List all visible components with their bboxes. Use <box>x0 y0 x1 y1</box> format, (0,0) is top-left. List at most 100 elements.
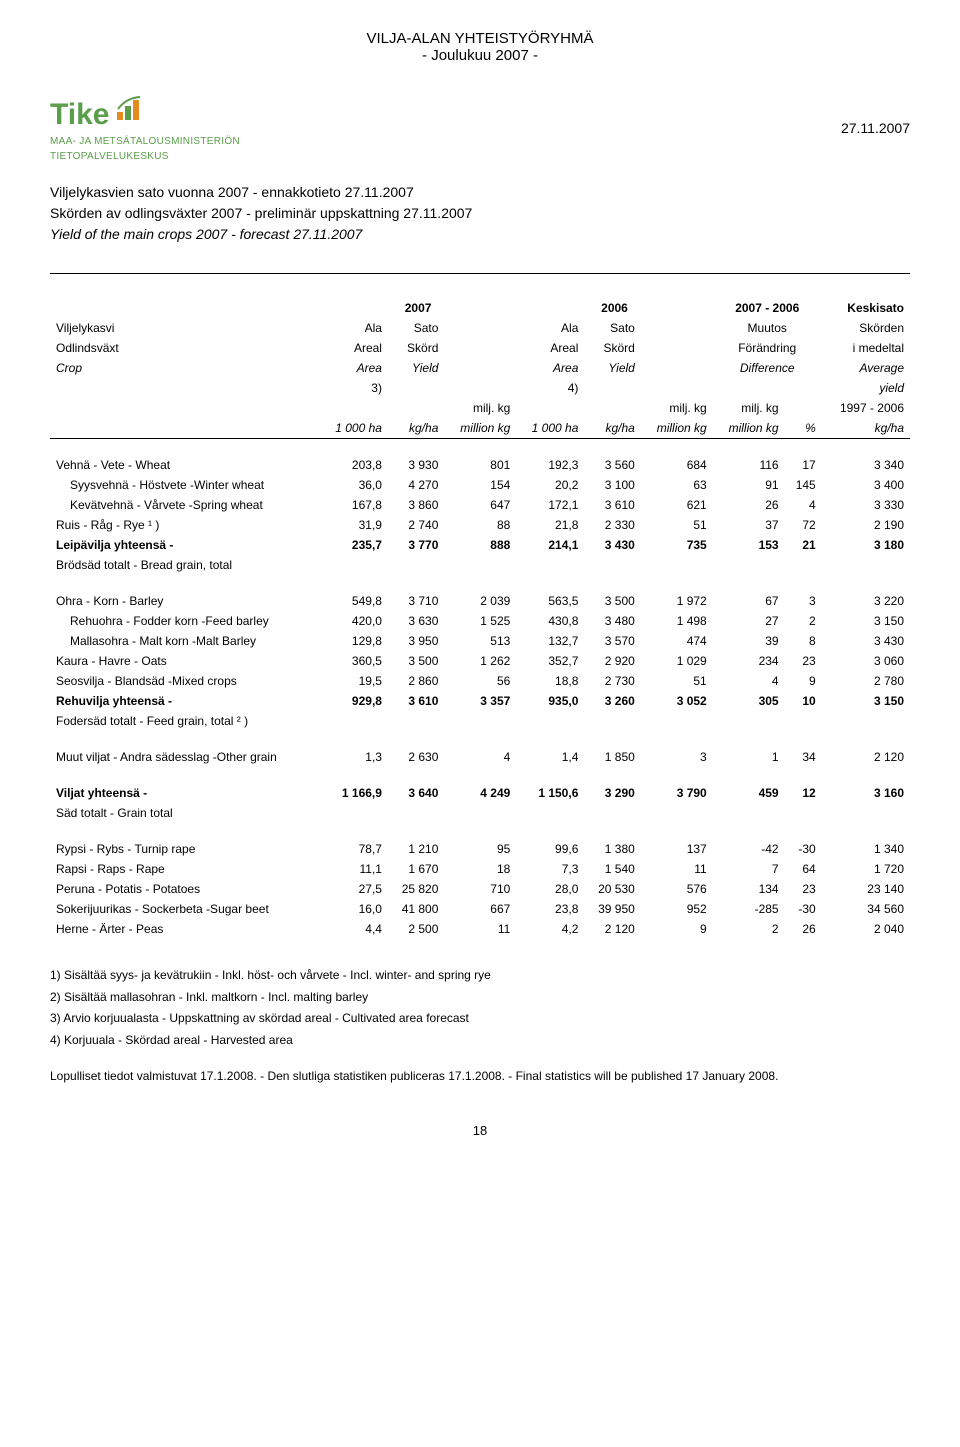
cell-value: 2 <box>785 611 822 631</box>
footnote-1: 1) Sisältää syys- ja kevätrukiin - Inkl.… <box>50 965 910 987</box>
cell-value: 10 <box>785 691 822 711</box>
logo-name: Tike <box>50 98 110 132</box>
cell-value: 4 <box>713 671 785 691</box>
cell-value: 51 <box>641 515 713 535</box>
cell-value: 3 052 <box>641 691 713 711</box>
cell-value: 37 <box>713 515 785 535</box>
cell-value: 3 560 <box>584 455 640 475</box>
cell-value: 23,8 <box>516 899 584 919</box>
cell-value: 26 <box>785 919 822 939</box>
cell-value: 1 525 <box>444 611 516 631</box>
row-label: Kevätvehnä - Vårvete -Spring wheat <box>50 495 320 515</box>
table-row: Säd totalt - Grain total <box>50 803 910 823</box>
hdr-keskisato: Keskisato <box>822 298 910 318</box>
cell-value: 735 <box>641 535 713 555</box>
hdr-millionkg-2: million kg <box>641 418 713 439</box>
table-row: Mallasohra - Malt korn -Malt Barley129,8… <box>50 631 910 651</box>
cell-value: 3 710 <box>388 591 444 611</box>
cell-value: 2 330 <box>584 515 640 535</box>
cell-value: 18,8 <box>516 671 584 691</box>
cell-value: 3 160 <box>822 783 910 803</box>
cell-value: -285 <box>713 899 785 919</box>
table-body-5: Rypsi - Rybs - Turnip rape78,71 2109599,… <box>50 839 910 939</box>
cell-value: 2 120 <box>584 919 640 939</box>
title-en: Yield of the main crops 2007 - forecast … <box>50 224 910 245</box>
table-row: Ohra - Korn - Barley549,83 7102 039563,5… <box>50 591 910 611</box>
hdr-kgha-2: kg/ha <box>584 418 640 439</box>
cell-value: 4,4 <box>320 919 388 939</box>
row-label: Rehuvilja yhteensä - <box>50 691 320 711</box>
hdr-miljkg-2: milj. kg <box>641 398 713 418</box>
title-sv: Skörden av odlingsväxter 2007 - prelimin… <box>50 203 910 224</box>
cell-value: 305 <box>713 691 785 711</box>
cell-value: 16,0 <box>320 899 388 919</box>
cell-value: 172,1 <box>516 495 584 515</box>
cell-value <box>713 803 785 823</box>
row-label: Kaura - Havre - Oats <box>50 651 320 671</box>
page-number: 18 <box>50 1123 910 1138</box>
cell-value: 474 <box>641 631 713 651</box>
cell-value: 9 <box>785 671 822 691</box>
cell-value: 2 740 <box>388 515 444 535</box>
cell-value: 19,5 <box>320 671 388 691</box>
cell-value: -42 <box>713 839 785 859</box>
cell-value: 214,1 <box>516 535 584 555</box>
table-row: Seosvilja - Blandsäd -Mixed crops19,52 8… <box>50 671 910 691</box>
hdr-2007: 2007 <box>320 298 516 318</box>
cell-value: 11,1 <box>320 859 388 879</box>
row-label: Rypsi - Rybs - Turnip rape <box>50 839 320 859</box>
cell-value: 192,3 <box>516 455 584 475</box>
cell-value <box>822 803 910 823</box>
cell-value: 3 860 <box>388 495 444 515</box>
cell-value: 72 <box>785 515 822 535</box>
cell-value <box>320 711 388 731</box>
cell-value: 145 <box>785 475 822 495</box>
cell-value <box>641 555 713 575</box>
cell-value: 3 400 <box>822 475 910 495</box>
cell-value: 929,8 <box>320 691 388 711</box>
cell-value: 2 920 <box>584 651 640 671</box>
cell-value: 27,5 <box>320 879 388 899</box>
cell-value <box>388 803 444 823</box>
cell-value: 234 <box>713 651 785 671</box>
hdr-kgha-1: kg/ha <box>388 418 444 439</box>
table-body-1: Vehnä - Vete - Wheat203,83 930801192,33 … <box>50 455 910 575</box>
table-row: Muut viljat - Andra sädesslag -Other gra… <box>50 747 910 767</box>
cell-value <box>713 711 785 731</box>
cell-value: 129,8 <box>320 631 388 651</box>
cell-value: 1 540 <box>584 859 640 879</box>
cell-value: 9 <box>641 919 713 939</box>
table-row: Vehnä - Vete - Wheat203,83 930801192,33 … <box>50 455 910 475</box>
cell-value: 3 930 <box>388 455 444 475</box>
cell-value: 18 <box>444 859 516 879</box>
cell-value: 4 249 <box>444 783 516 803</box>
cell-value: 2 500 <box>388 919 444 939</box>
cell-value: 1 380 <box>584 839 640 859</box>
cell-value <box>320 555 388 575</box>
cell-value <box>584 711 640 731</box>
cell-value: 3 340 <box>822 455 910 475</box>
cell-value: 153 <box>713 535 785 555</box>
cell-value: 684 <box>641 455 713 475</box>
hdr-yield-1: Yield <box>388 358 444 378</box>
cell-value: 11 <box>444 919 516 939</box>
cell-value: 1 498 <box>641 611 713 631</box>
footnote-4: 4) Korjuuala - Skördad areal - Harvested… <box>50 1030 910 1052</box>
cell-value: 95 <box>444 839 516 859</box>
doc-header: VILJA-ALAN YHTEISTYÖRYHMÄ - Joulukuu 200… <box>50 30 910 64</box>
cell-value: 1 210 <box>388 839 444 859</box>
cell-value: 21,8 <box>516 515 584 535</box>
hdr-ala-1: Ala <box>320 318 388 338</box>
cell-value: 3 430 <box>822 631 910 651</box>
cell-value <box>388 711 444 731</box>
table-body-2: Ohra - Korn - Barley549,83 7102 039563,5… <box>50 591 910 731</box>
cell-value <box>516 555 584 575</box>
cell-value: 91 <box>713 475 785 495</box>
cell-value: 801 <box>444 455 516 475</box>
cell-value: 20,2 <box>516 475 584 495</box>
cell-value: 17 <box>785 455 822 475</box>
cell-value: 420,0 <box>320 611 388 631</box>
hdr-difference: Difference <box>713 358 822 378</box>
table-row: Syysvehnä - Höstvete -Winter wheat36,04 … <box>50 475 910 495</box>
cell-value: 8 <box>785 631 822 651</box>
